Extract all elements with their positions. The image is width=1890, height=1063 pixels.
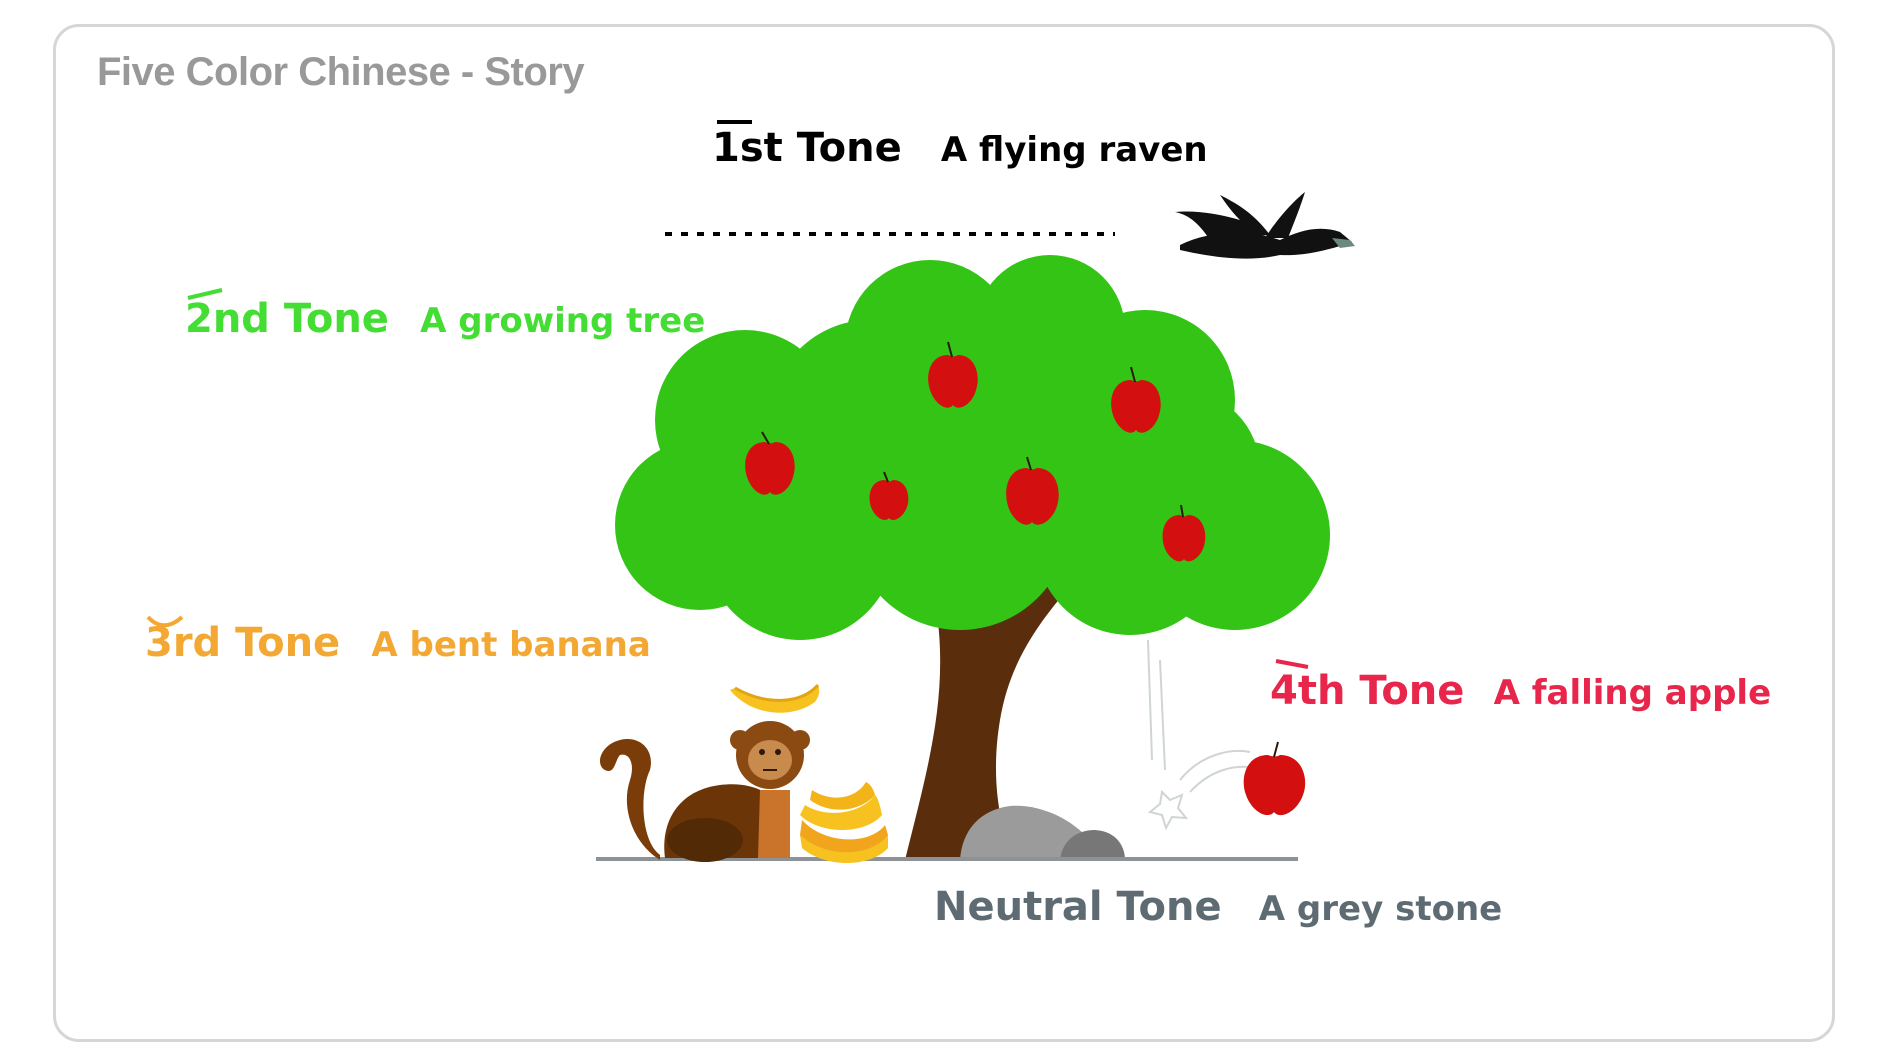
tone-1-description: A flying raven xyxy=(940,130,1208,170)
tone-neutral-label: Neutral Tone A grey stone xyxy=(934,884,1502,930)
tone-3-description: A bent banana xyxy=(371,625,651,665)
falling-motion-lines xyxy=(1147,639,1256,831)
tone-4-description: A falling apple xyxy=(1493,673,1772,713)
monkey-icon xyxy=(600,721,810,862)
tone-2-description: A growing tree xyxy=(420,301,706,341)
page-title: Five Color Chinese - Story xyxy=(97,50,585,94)
tone-3-label: 3rd Tone A bent banana xyxy=(145,620,651,666)
rising-mark xyxy=(187,288,223,300)
tone-1-name: 1st Tone xyxy=(712,125,902,171)
raven-icon xyxy=(1175,192,1355,259)
tone-neutral-description: A grey stone xyxy=(1258,889,1503,929)
falling-mark xyxy=(1275,659,1309,669)
tone-2-label: 2nd Tone A growing tree xyxy=(185,296,705,342)
tone-1-label: 1st Tone A flying raven xyxy=(712,125,1208,171)
stone-icon xyxy=(960,805,1125,860)
tone-neutral-name: Neutral Tone xyxy=(934,884,1222,930)
banana-icon xyxy=(730,683,888,863)
dip-mark xyxy=(146,615,184,628)
tone-4-name: 4th Tone xyxy=(1270,668,1465,714)
tone-2-name: 2nd Tone xyxy=(185,296,389,342)
tone-3-name: 3rd Tone xyxy=(145,620,341,666)
tone-4-label: 4th Tone A falling apple xyxy=(1270,668,1771,714)
apple-icon xyxy=(745,341,1206,562)
tree-icon xyxy=(615,255,1330,860)
apple-icon xyxy=(1243,741,1306,816)
